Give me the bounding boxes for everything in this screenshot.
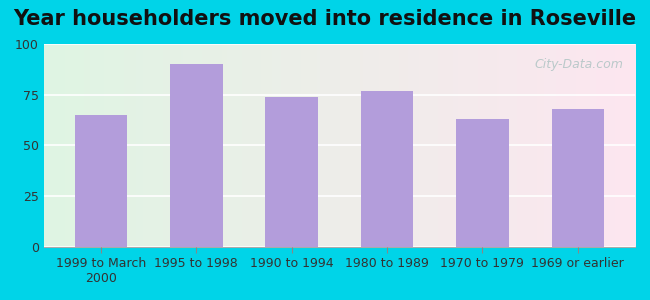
Text: Year householders moved into residence in Roseville: Year householders moved into residence i… (14, 9, 636, 29)
Bar (552, 109, 604, 247)
Bar (456, 119, 509, 247)
Text: City-Data.com: City-Data.com (534, 58, 623, 71)
Bar (170, 64, 222, 247)
Bar (361, 91, 413, 247)
Bar (75, 115, 127, 247)
Bar (265, 97, 318, 247)
